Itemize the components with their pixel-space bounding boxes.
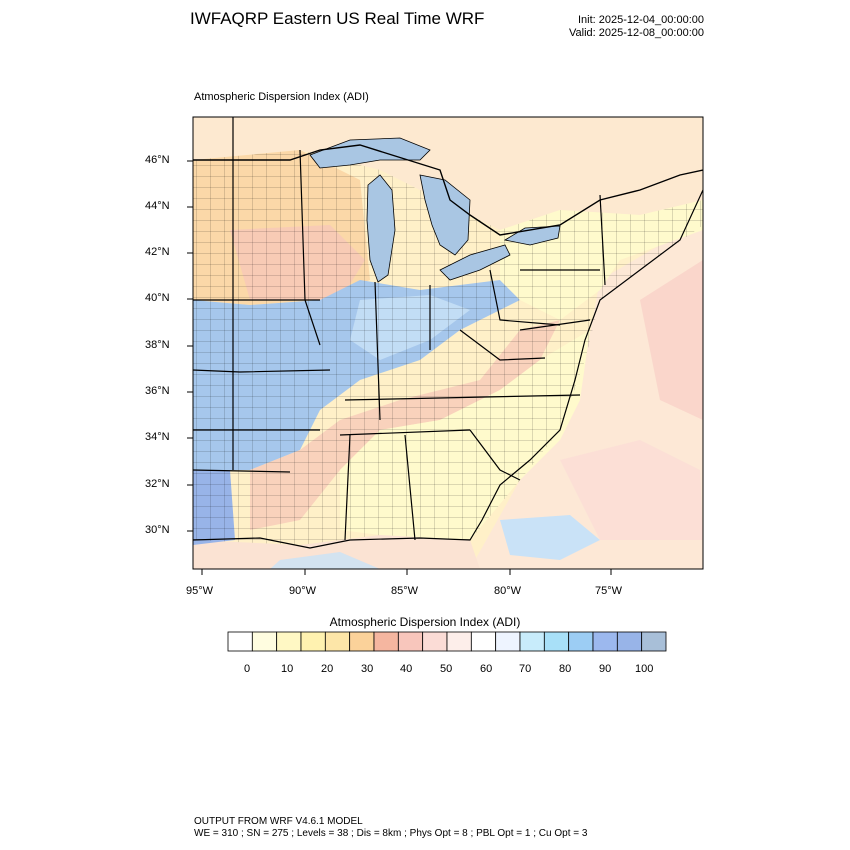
lon-label: 95°W [186, 585, 214, 597]
coastline [193, 189, 703, 549]
footer-model: OUTPUT FROM WRF V4.6.1 MODEL [194, 816, 363, 827]
colorbar-label: 60 [480, 663, 493, 675]
lake-huron [419, 174, 471, 256]
colorbar-swatch [641, 631, 667, 652]
lake-michigan [366, 174, 396, 283]
colorbar-swatch [616, 631, 643, 652]
canada-region [193, 117, 703, 230]
colorbar-swatch [543, 631, 570, 652]
lon-label: 75°W [595, 585, 623, 597]
time-info: Init: 2025-12-04_00:00:00 Valid: 2025-12… [569, 14, 704, 40]
colorbar-swatch [470, 631, 497, 652]
page-title: IWFAQRP Eastern US Real Time WRF [190, 9, 485, 28]
colorbar-swatch [227, 631, 253, 652]
map-subtitle: Atmospheric Dispersion Index (ADI) [194, 91, 369, 103]
colorbar-label: 30 [361, 663, 374, 675]
colorbar-swatch [495, 631, 521, 652]
gulf-of-mexico [193, 535, 480, 569]
lat-label: 42°N [145, 246, 170, 258]
colorbar-label: 100 [635, 663, 654, 675]
colorbar-swatch [349, 631, 375, 652]
lake-superior [309, 137, 431, 169]
valid-time: Valid: 2025-12-08_00:00:00 [569, 27, 704, 39]
state-borders [193, 117, 606, 541]
lat-label: 46°N [145, 154, 170, 166]
colorbar-swatch [568, 631, 594, 652]
lon-label: 90°W [289, 585, 317, 597]
colorbar-label: 50 [440, 663, 453, 675]
map-frame [192, 116, 704, 570]
colorbar-title: Atmospheric Dispersion Index (ADI) [329, 615, 521, 629]
colorbar-label: 70 [519, 663, 532, 675]
colorbar-swatch [251, 631, 278, 652]
lat-label: 34°N [145, 431, 170, 443]
ocean-blue-patch [500, 515, 600, 560]
lat-label: 32°N [145, 478, 170, 490]
lat-label: 44°N [145, 200, 170, 212]
lon-axis [201, 569, 612, 575]
lake-ontario [503, 225, 561, 246]
colorbar-label: 0 [244, 663, 251, 675]
init-time: Init: 2025-12-04_00:00:00 [578, 14, 704, 26]
colorbar-swatch [397, 631, 424, 652]
footer-config: WE = 310 ; SN = 275 ; Levels = 38 ; Dis … [194, 828, 588, 839]
colorbar-label: 10 [281, 663, 294, 675]
colorbar-label: 20 [321, 663, 334, 675]
colorbar-label: 40 [400, 663, 413, 675]
colorbar-swatch [276, 631, 302, 652]
colorbar-swatch [519, 631, 545, 652]
lat-label: 30°N [145, 524, 170, 536]
colorbar-swatch [592, 631, 618, 652]
colorbar-swatch [324, 631, 351, 652]
map-field [193, 117, 703, 569]
canada-border [193, 144, 703, 236]
lat-label: 38°N [145, 339, 170, 351]
colorbar-swatch [373, 631, 399, 652]
county-grid [193, 150, 703, 545]
colorbar-label: 80 [559, 663, 572, 675]
lat-label: 40°N [145, 292, 170, 304]
colorbar-swatch [446, 631, 472, 652]
lon-label: 80°W [494, 585, 522, 597]
colorbar-label: 90 [599, 663, 612, 675]
lake-erie [439, 244, 511, 281]
lon-label: 85°W [391, 585, 419, 597]
colorbar-swatch [422, 631, 448, 652]
colorbar-swatch [300, 631, 326, 652]
lat-label: 36°N [145, 385, 170, 397]
lat-axis [187, 160, 193, 532]
colorbar [227, 631, 667, 652]
